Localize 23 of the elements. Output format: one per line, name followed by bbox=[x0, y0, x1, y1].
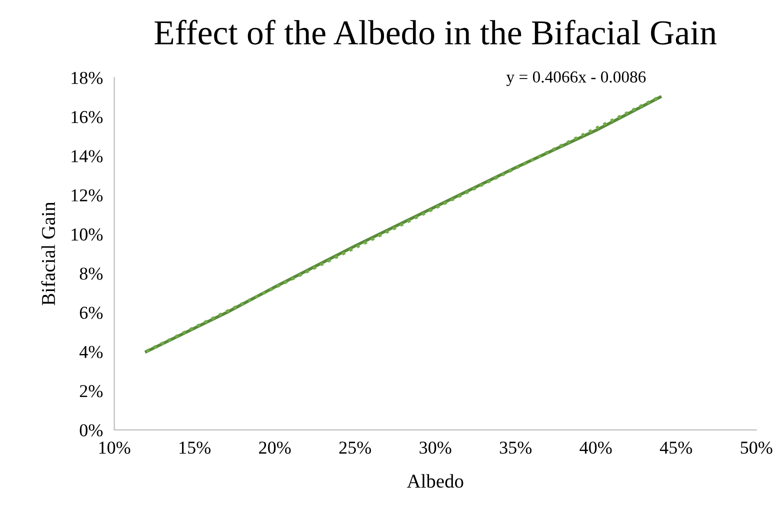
chart-title: Effect of the Albedo in the Bifacial Gain bbox=[154, 20, 717, 45]
y-tick-label: 6% bbox=[80, 306, 103, 319]
x-tick-label: 30% bbox=[420, 442, 452, 454]
y-tick-label: 16% bbox=[72, 110, 103, 124]
y-tick-label: 18% bbox=[72, 72, 103, 84]
x-tick-label: 40% bbox=[580, 442, 612, 454]
x-tick-label: 15% bbox=[180, 442, 211, 454]
x-tick-label: 10% bbox=[99, 442, 130, 454]
x-tick-label: 35% bbox=[500, 442, 532, 454]
annotation: y = 0.4066x - 0.0086 bbox=[506, 71, 646, 86]
y-tick-label: 4% bbox=[79, 346, 103, 358]
y-tick-label: 8% bbox=[80, 268, 103, 280]
y-tick-label: 0% bbox=[80, 424, 103, 436]
y-tick-label: 12% bbox=[72, 189, 103, 202]
y-tick-label: 2% bbox=[80, 385, 103, 398]
y-tick-label: 14% bbox=[72, 150, 103, 162]
x-axis-title: Albedo bbox=[406, 474, 464, 488]
x-tick-label: 50% bbox=[740, 442, 772, 454]
x-tick-label: 25% bbox=[339, 442, 372, 454]
y-tick-label: 10% bbox=[72, 228, 103, 241]
x-tick-label: 20% bbox=[259, 442, 291, 454]
x-tick-label: 45% bbox=[660, 442, 692, 454]
y-axis-title: Bifacial Gain bbox=[41, 202, 56, 306]
